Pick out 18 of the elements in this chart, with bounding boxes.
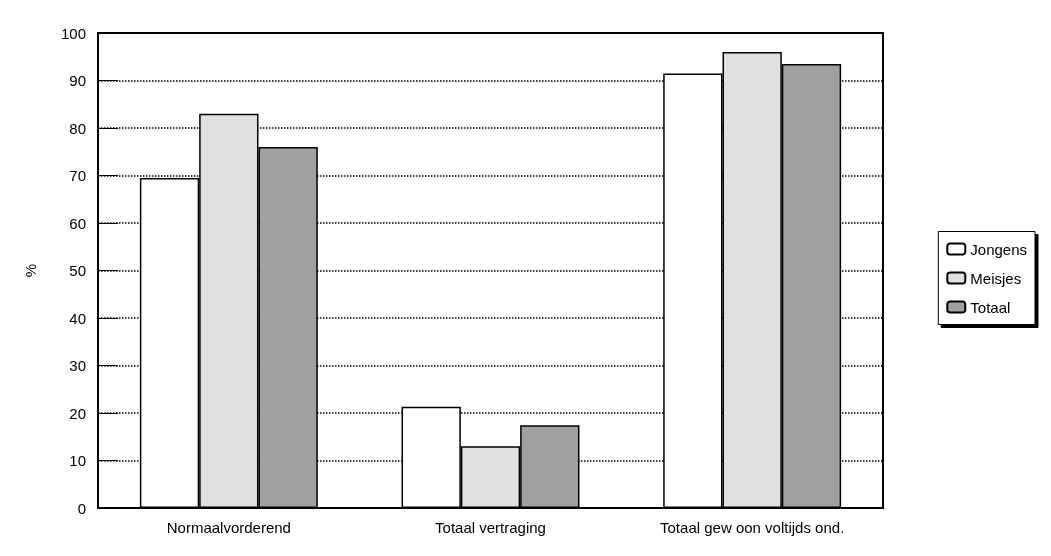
y-tick-label: 60	[69, 214, 86, 232]
y-tick-label: 70	[69, 167, 86, 184]
y-tick-label: 80	[69, 119, 86, 137]
legend-label: Jongens	[970, 240, 1028, 258]
y-tick-label: 50	[69, 262, 86, 279]
y-tick-label: 40	[69, 309, 86, 327]
y-tick-label: 90	[69, 72, 86, 89]
y-tick-label: 10	[69, 452, 86, 469]
y-axis-title: %	[22, 263, 39, 278]
legend-label: Totaal	[970, 298, 1011, 316]
y-tick-label: 100	[60, 24, 86, 42]
y-tick-label: 0	[77, 499, 86, 517]
x-tick-label: Normaalvorderend	[166, 519, 291, 536]
y-tick-label: 20	[69, 404, 86, 422]
x-tick-label: Totaal vertraging	[435, 519, 546, 536]
legend-label: Meisjes	[970, 269, 1022, 287]
x-tick-label: Totaal gew oon voltijds ond.	[660, 519, 845, 536]
y-tick-label: 30	[69, 357, 86, 374]
